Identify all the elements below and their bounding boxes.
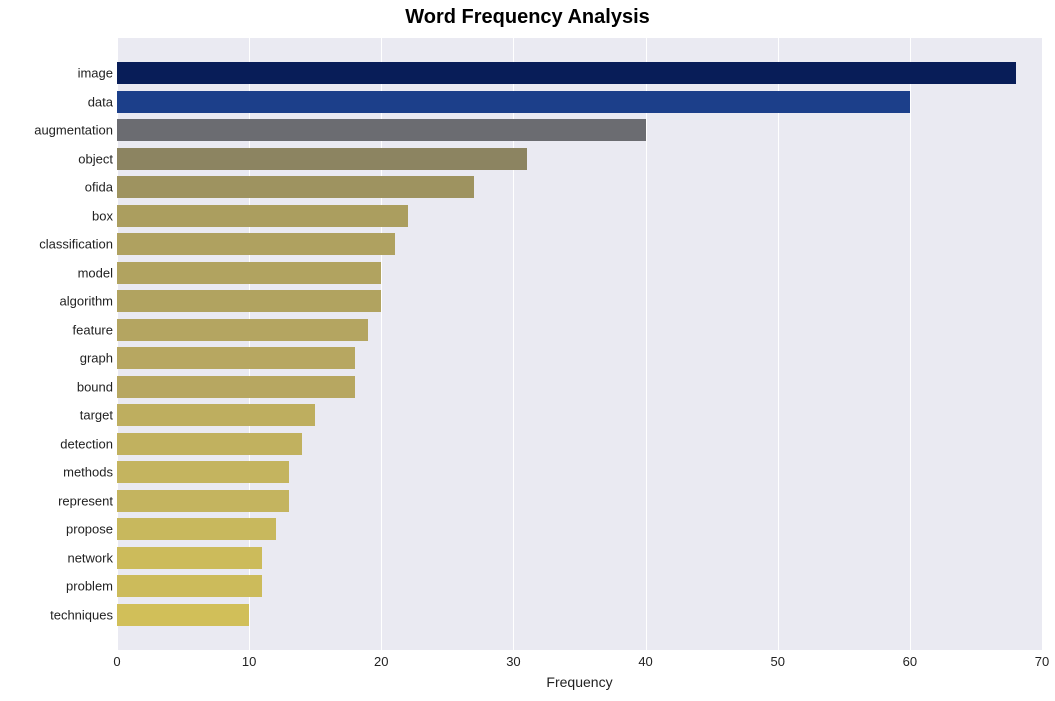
x-tick-label: 40 <box>638 654 652 669</box>
bar <box>117 262 381 284</box>
gridline <box>910 38 911 650</box>
bar <box>117 319 368 341</box>
bar <box>117 433 302 455</box>
gridline <box>646 38 647 650</box>
y-axis-labels: image data augmentation object ofida box class… <box>0 38 113 650</box>
y-tick-label: graph <box>0 351 113 366</box>
y-tick-label: feature <box>0 322 113 337</box>
x-axis-ticks: 010203040506070 <box>117 650 1042 670</box>
bar <box>117 490 289 512</box>
x-tick-label: 10 <box>242 654 256 669</box>
bar <box>117 91 910 113</box>
plot-area <box>117 38 1042 650</box>
bar <box>117 461 289 483</box>
y-tick-label: detection <box>0 436 113 451</box>
chart-title: Word Frequency Analysis <box>0 6 1055 29</box>
x-axis-label: Frequency <box>117 674 1042 690</box>
bar <box>117 347 355 369</box>
y-tick-label: augmentation <box>0 123 113 138</box>
x-tick-label: 0 <box>113 654 120 669</box>
y-tick-label: methods <box>0 465 113 480</box>
y-tick-label: bound <box>0 379 113 394</box>
bar <box>117 404 315 426</box>
bar <box>117 205 408 227</box>
y-tick-label: algorithm <box>0 294 113 309</box>
y-tick-label: represent <box>0 493 113 508</box>
bar <box>117 604 249 626</box>
y-tick-label: classification <box>0 237 113 252</box>
y-tick-label: box <box>0 208 113 223</box>
y-tick-label: image <box>0 66 113 81</box>
x-tick-label: 70 <box>1035 654 1049 669</box>
y-tick-label: network <box>0 550 113 565</box>
y-tick-label: problem <box>0 579 113 594</box>
chart-container: Word Frequency Analysis image data augment… <box>0 0 1055 701</box>
bar <box>117 518 276 540</box>
bar <box>117 148 527 170</box>
bar <box>117 233 395 255</box>
y-tick-label: object <box>0 151 113 166</box>
x-tick-label: 30 <box>506 654 520 669</box>
x-tick-label: 20 <box>374 654 388 669</box>
y-tick-label: techniques <box>0 607 113 622</box>
y-tick-label: target <box>0 408 113 423</box>
x-tick-label: 60 <box>903 654 917 669</box>
bar <box>117 575 262 597</box>
gridline <box>778 38 779 650</box>
bar <box>117 547 262 569</box>
y-tick-label: model <box>0 265 113 280</box>
gridline <box>1042 38 1043 650</box>
bar <box>117 119 646 141</box>
bar <box>117 62 1016 84</box>
y-tick-label: data <box>0 94 113 109</box>
x-tick-label: 50 <box>770 654 784 669</box>
bar <box>117 176 474 198</box>
y-tick-label: propose <box>0 522 113 537</box>
y-tick-label: ofida <box>0 180 113 195</box>
bar <box>117 290 381 312</box>
bar <box>117 376 355 398</box>
